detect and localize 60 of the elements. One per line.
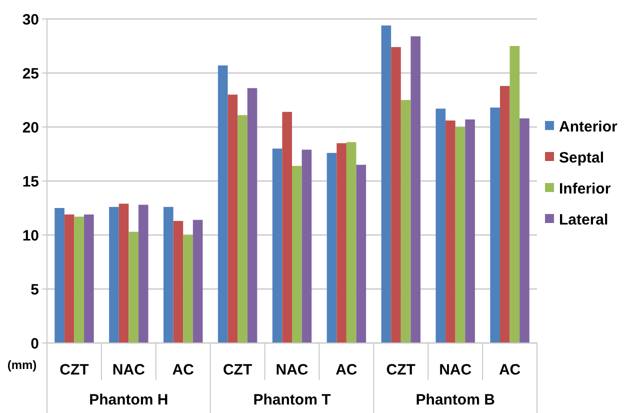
x-tick-label: NAC [276, 361, 308, 378]
text: Phantom T [253, 391, 331, 408]
bar [282, 112, 292, 343]
x-tick-label: AC [498, 361, 521, 378]
bar [218, 65, 228, 343]
bar [391, 47, 401, 343]
bar [520, 118, 530, 343]
bar [64, 214, 74, 343]
bar [356, 164, 366, 343]
y-tick-label: 5 [30, 281, 39, 298]
x-tick-label: CZT [222, 361, 252, 378]
x-tick-label: AC [336, 361, 358, 378]
bar [173, 220, 184, 343]
bar [400, 100, 411, 343]
text: Phantom B [416, 391, 496, 408]
bar [410, 36, 420, 343]
x-tick-label: AC [172, 361, 194, 378]
bar [74, 216, 84, 343]
bar [138, 204, 148, 343]
y-tick-label: 10 [22, 227, 39, 244]
y-tick-label: 0 [30, 335, 39, 352]
bar [84, 214, 94, 343]
bar [346, 142, 356, 343]
text: Phantom H [89, 391, 168, 408]
bar [500, 86, 510, 343]
y-tick-label: 30 [22, 11, 39, 28]
bar [128, 232, 138, 343]
y-tick-label: 20 [22, 119, 39, 136]
bar [302, 150, 312, 343]
bar [109, 206, 119, 343]
bar [54, 208, 64, 343]
legend-label: Lateral [559, 211, 608, 228]
y-tick-label: 15 [22, 173, 39, 190]
x-tick-label: CZT [386, 361, 416, 378]
bar [490, 108, 500, 343]
x-tick-label: NAC [112, 361, 146, 378]
bar [455, 127, 466, 343]
x-tick-label: CZT [60, 361, 89, 378]
bar [272, 148, 282, 343]
bar [118, 204, 129, 343]
x-tick-label: NAC [439, 361, 472, 378]
bar [446, 120, 456, 343]
bar [336, 143, 346, 343]
bar [238, 115, 248, 343]
bar [183, 235, 193, 343]
bar [381, 25, 392, 343]
legend-label: Anterior [559, 118, 618, 136]
y-tick-label: 25 [22, 65, 39, 82]
legend-label: Inferior [559, 180, 611, 198]
legend-label: Septal [559, 149, 604, 166]
bar [192, 220, 203, 343]
y-axis-title: (mm) [7, 358, 37, 372]
bar [326, 152, 337, 343]
bar [164, 206, 174, 343]
bar [510, 46, 520, 343]
bar [228, 94, 238, 343]
bar [465, 119, 475, 343]
bar [247, 88, 258, 343]
bar [436, 108, 446, 343]
bar [292, 166, 302, 343]
